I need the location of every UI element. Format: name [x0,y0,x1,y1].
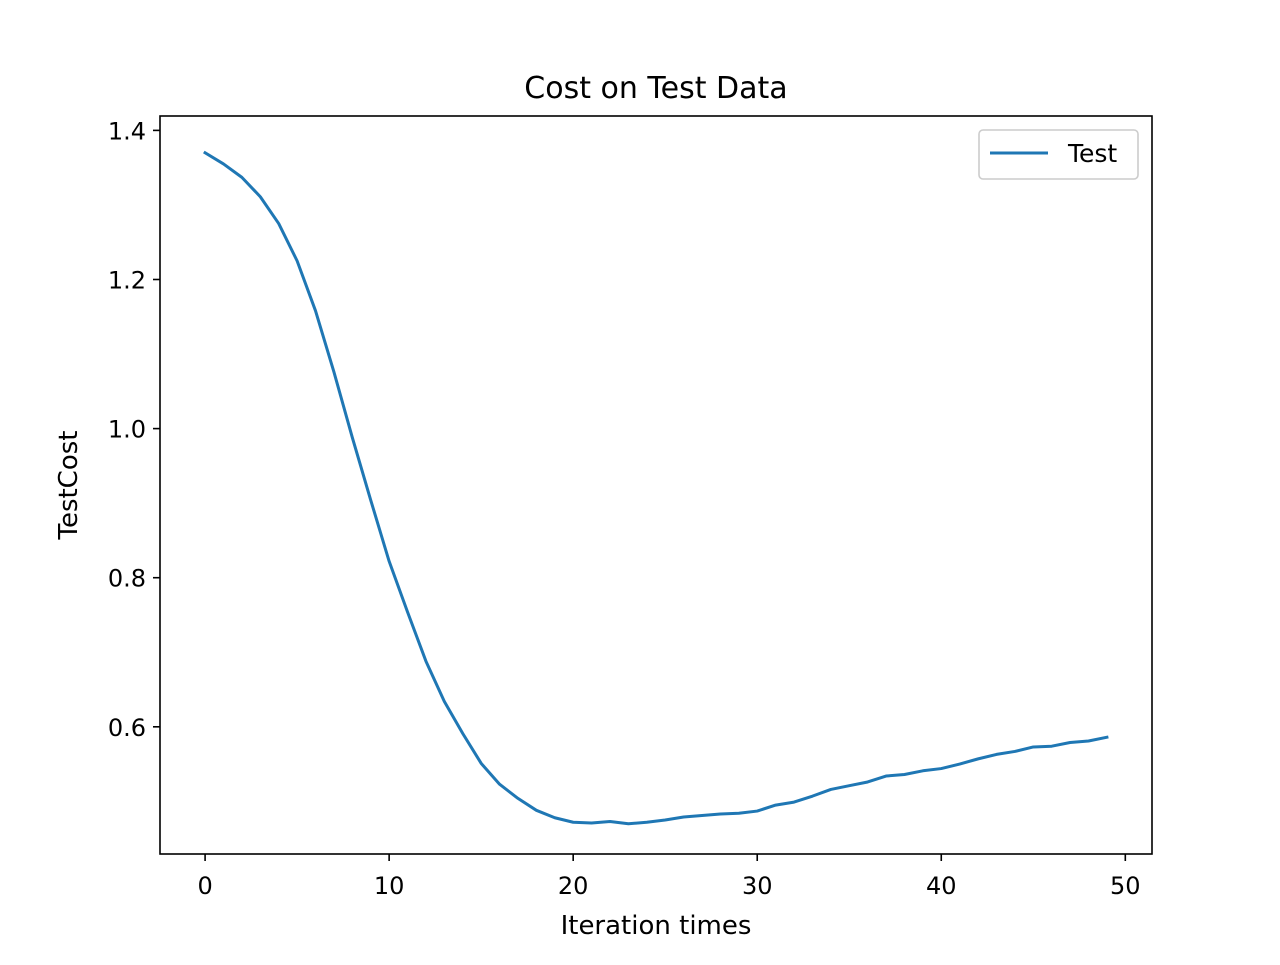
y-tick-label: 0.8 [108,565,146,593]
x-tick-label: 50 [1110,872,1141,900]
y-tick-label: 1.2 [108,266,146,294]
x-tick-label: 20 [558,872,589,900]
legend-box [978,129,1139,180]
y-tick-label: 1.4 [108,117,146,145]
chart-title: Cost on Test Data [524,71,787,106]
x-tick-label: 0 [197,872,212,900]
axis-ticks: 0 10 20 30 40 50 0.6 0.8 1.0 1.2 1.4 [108,117,1141,900]
x-tick-label: 40 [926,872,957,900]
legend: Test [978,129,1139,180]
x-axis-label: Iteration times [561,911,752,941]
x-tick-label: 10 [374,872,405,900]
series-layer [203,150,1109,826]
plot-frame [159,115,1153,855]
y-tick-label: 0.6 [108,714,146,742]
y-axis-label: TestCost [54,430,84,540]
x-tick-label: 30 [742,872,773,900]
y-tick-label: 1.0 [108,416,146,444]
series-line-test [203,150,1109,826]
legend-label-test: Test [1067,139,1117,168]
